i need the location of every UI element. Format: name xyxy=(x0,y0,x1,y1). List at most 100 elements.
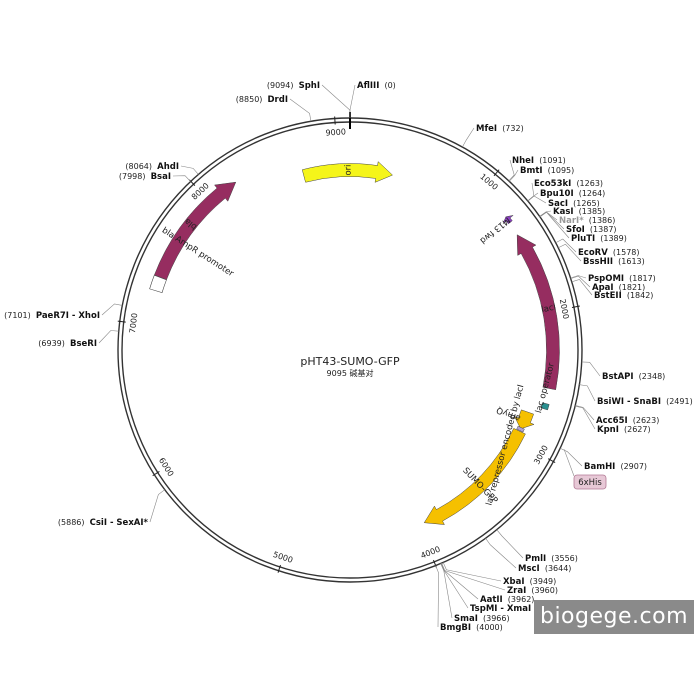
feature-ori xyxy=(301,161,393,183)
site-name: TspMI - XmaI xyxy=(470,604,531,614)
site-label: NheI (1091) xyxy=(512,148,566,167)
tick-label: 9000 xyxy=(325,127,346,137)
site-position: (1821) xyxy=(619,283,646,292)
site-label: MscI (3644) xyxy=(518,556,571,575)
site-name: KasI xyxy=(553,207,574,217)
site-label: (7998) BsaI xyxy=(119,164,171,183)
feature-6xhis xyxy=(516,425,525,433)
restriction-sites: AflIII (0) (9094) SphI(8850) DrdI MfeI (73… xyxy=(4,73,693,634)
tick-label: 5000 xyxy=(272,550,294,565)
site-leader xyxy=(508,159,515,182)
site-afliii: AflIII (0) xyxy=(349,73,396,118)
his-tag-leader xyxy=(563,449,575,477)
site-pluti: PluTI (1389) xyxy=(539,211,627,245)
site-name: BmgBI xyxy=(440,623,471,633)
site-name: SfoI xyxy=(566,225,585,235)
site-position: (1389) xyxy=(600,234,627,243)
his-tag-label: 6xHis xyxy=(578,478,602,488)
site-saci: SacI (1265) xyxy=(527,195,600,209)
site-label: (7101) PaeR7I - XhoI xyxy=(4,303,100,322)
site-kpni: KpnI (2627) xyxy=(575,405,651,435)
site-name: AflIII xyxy=(357,81,379,91)
site-name: MfeI xyxy=(476,124,497,134)
tick-6000 xyxy=(152,471,160,477)
backbone xyxy=(117,117,583,583)
site-leader xyxy=(441,563,479,600)
site-name: NheI xyxy=(512,156,534,166)
site-position: (1264) xyxy=(579,189,606,198)
site-msci: MscI (3644) xyxy=(485,538,571,575)
site-sphi: (9094) SphI xyxy=(267,81,351,119)
site-position: (8064) xyxy=(125,162,152,171)
site-position: (1385) xyxy=(579,207,606,216)
his-tag-badge xyxy=(573,474,607,490)
site-aatii: AatII (3962) xyxy=(441,563,534,606)
site-sfoi: SfoI (1387) xyxy=(539,211,617,235)
site-label: PluTI (1389) xyxy=(571,226,627,245)
site-name: BstEII xyxy=(594,291,622,301)
site-leader xyxy=(555,238,577,253)
site-leader xyxy=(539,211,570,239)
site-nhei: NheI (1091) xyxy=(508,148,566,182)
site-leader xyxy=(539,211,565,230)
site-label: AflIII (0) xyxy=(357,73,396,92)
feature-laci xyxy=(516,234,560,391)
site-pmli: PmlI (3556) xyxy=(496,529,578,565)
site-position: (2491) xyxy=(666,397,693,406)
site-position: (7998) xyxy=(119,172,146,181)
site-name: BmtI xyxy=(520,166,543,176)
site-position: (3966) xyxy=(483,614,510,623)
site-name: BseRI xyxy=(70,339,97,349)
site-label: BmtI (1095) xyxy=(520,158,574,177)
site-bsshii: BssHII (1613) xyxy=(558,243,645,267)
site-bmti: BmtI (1095) xyxy=(509,158,574,182)
feature-bla xyxy=(153,181,237,281)
site-position: (2623) xyxy=(633,416,660,425)
feature-amyq xyxy=(514,409,535,430)
tick-9000 xyxy=(334,116,336,125)
site-name: ZraI xyxy=(507,586,526,596)
site-position: (1265) xyxy=(573,199,600,208)
site-mfei: MfeI (732) xyxy=(462,124,524,148)
site-leader xyxy=(98,330,119,344)
site-leader xyxy=(440,563,469,609)
site-leader xyxy=(579,384,596,402)
tick-label: 7000 xyxy=(128,312,139,333)
site-name: BstAPI xyxy=(602,372,634,382)
site-position: (732) xyxy=(502,124,524,133)
plasmid-name: pHT43-SUMO-GFP xyxy=(300,355,400,368)
site-position: (1578) xyxy=(613,248,640,257)
site-leader xyxy=(496,529,524,559)
site-name: KpnI xyxy=(597,425,619,435)
site-position: (1387) xyxy=(590,225,617,234)
site-label: ApaI (1821) xyxy=(592,275,645,294)
tick-label: 3000 xyxy=(532,444,550,466)
site-name: DrdI xyxy=(268,95,289,105)
site-label: (8850) DrdI xyxy=(236,87,288,106)
site-apai: ApaI (1821) xyxy=(570,275,645,294)
plasmid-length: 9095 碱基对 xyxy=(327,368,374,378)
site-position: (9094) xyxy=(267,81,294,90)
site-label: PmlI (3556) xyxy=(525,546,578,565)
site-bsiwi-snabi: BsiWI - SnaBI (2491) xyxy=(579,384,693,407)
site-name: PluTI xyxy=(571,234,595,244)
site-label: AatII (3962) xyxy=(480,587,534,606)
site-label: BstEII (1842) xyxy=(594,283,653,302)
site-position: (1817) xyxy=(629,274,656,283)
site-name: EcoRV xyxy=(578,248,608,258)
feature-label-m13-fwd: M13 fwd xyxy=(478,215,512,246)
feature-lac-operator xyxy=(540,402,550,411)
site-name: Acc65I xyxy=(596,416,628,426)
inner-label-lac-repressor: lac repressor encoded by lacI xyxy=(485,384,527,507)
site-leader xyxy=(435,565,439,628)
site-position: (1842) xyxy=(627,291,654,300)
site-leader xyxy=(527,195,547,204)
site-name: CsiI - SexAI* xyxy=(90,518,149,528)
backbone-inner xyxy=(121,121,579,579)
site-ecorv: EcoRV (1578) xyxy=(555,238,640,258)
tick-3000 xyxy=(547,458,556,463)
site-label: BmgBI (4000) xyxy=(440,615,503,634)
tick-label: 2000 xyxy=(558,298,571,320)
site-position: (3644) xyxy=(545,564,572,573)
